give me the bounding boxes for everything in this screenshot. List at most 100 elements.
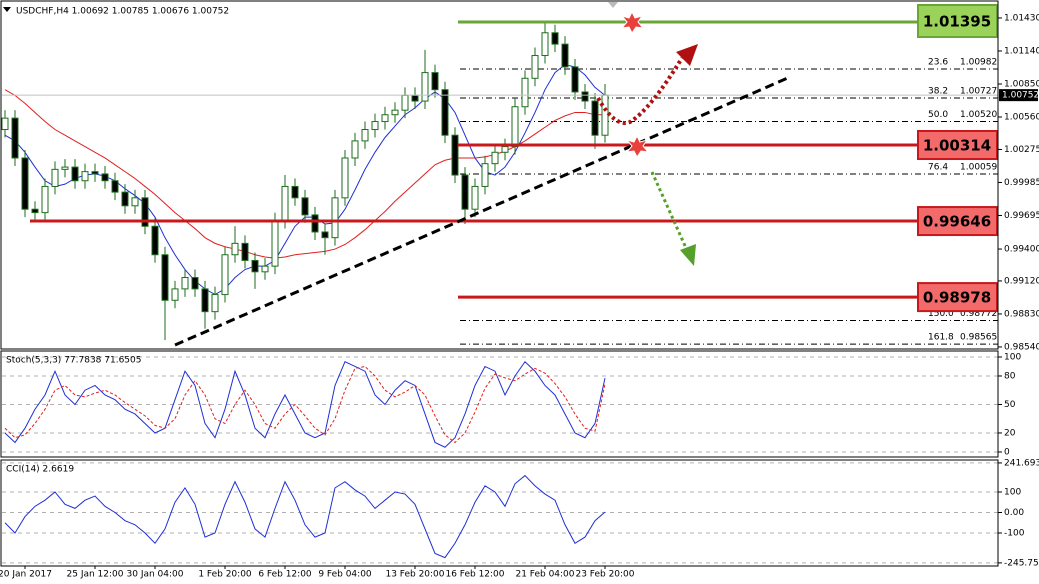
cci-title: CCI(14) 2.6619 xyxy=(6,465,74,475)
price-title: USDCHF,H4 1.00692 1.00785 1.00676 1.0075… xyxy=(16,7,229,17)
price-panel xyxy=(0,0,999,350)
candle-body xyxy=(151,225,159,256)
fib-price: 0.98565 xyxy=(960,333,997,343)
y-tick-label: 0.98830 xyxy=(1004,309,1039,319)
x-tick-label: 16 Feb 12:00 xyxy=(445,570,504,580)
y-tick-label: -245.7541 xyxy=(1004,558,1039,568)
candle-body xyxy=(341,157,349,199)
y-tick-label: 80 xyxy=(1004,371,1016,381)
candle-body xyxy=(121,191,129,207)
candle-body xyxy=(21,157,29,210)
y-tick-label: 100 xyxy=(1004,352,1021,362)
candle-body xyxy=(591,100,599,136)
candle-body xyxy=(581,91,589,102)
candle-body xyxy=(1,117,9,131)
fib-ratio: 23.6 xyxy=(928,57,948,67)
candle-body xyxy=(311,214,319,233)
candle-body xyxy=(541,32,549,57)
fib-ratio: 76.4 xyxy=(928,163,948,173)
candle-body xyxy=(221,254,229,296)
stoch-title: Stoch(5,3,3) 77.7838 71.6505 xyxy=(6,356,141,366)
candle-body xyxy=(601,94,609,136)
y-tick-label: 100 xyxy=(1004,487,1021,497)
level-label: 0.99646 xyxy=(923,213,991,231)
candle-body xyxy=(491,151,499,165)
candle-body xyxy=(391,109,399,116)
candle-body xyxy=(571,66,579,93)
candle-body xyxy=(371,121,379,131)
y-tick-label: 241.6939 xyxy=(1004,458,1039,468)
level-box xyxy=(917,282,998,313)
fib-ratio: 38.2 xyxy=(928,86,948,96)
candle-body xyxy=(291,185,299,199)
level-box xyxy=(917,130,998,161)
fib-ratio: 150.0 xyxy=(928,309,954,319)
y-tick-label: -100 xyxy=(1004,528,1025,538)
y-tick-label: 0.99120 xyxy=(1004,276,1039,286)
y-tick-label: 1.00850 xyxy=(1004,79,1039,89)
y-tick-label: 0 xyxy=(1004,447,1010,457)
fib-ratio: 50.0 xyxy=(928,110,948,120)
y-tick-label: 0.98540 xyxy=(1004,342,1039,352)
level-box xyxy=(917,4,998,38)
level-box xyxy=(917,206,998,237)
bearish-arrowhead xyxy=(680,244,696,266)
x-tick-label: 20 Jan 2017 xyxy=(0,570,52,580)
candle-body xyxy=(141,197,149,227)
level-label: 0.98978 xyxy=(923,289,991,307)
x-tick-label: 6 Feb 12:00 xyxy=(258,570,312,580)
y-tick-label: 0.99985 xyxy=(1004,178,1039,188)
candle-body xyxy=(161,254,169,301)
candle-body xyxy=(261,265,269,273)
fib-price: 1.00059 xyxy=(960,163,997,173)
candle-body xyxy=(531,55,539,79)
x-tick-label: 21 Feb 04:00 xyxy=(515,570,574,580)
x-tick-label: 23 Feb 20:00 xyxy=(575,570,634,580)
indicator-line xyxy=(4,360,606,448)
candle-body xyxy=(421,72,429,102)
candle-body xyxy=(61,166,69,170)
candle-body xyxy=(81,171,89,182)
candle-body xyxy=(51,168,59,187)
candle-body xyxy=(471,185,479,210)
y-tick-label: 0.99400 xyxy=(1004,245,1039,255)
candle-body xyxy=(501,146,509,153)
candle-body xyxy=(41,185,49,214)
candle-body xyxy=(181,277,189,290)
candle-body xyxy=(451,134,459,176)
candle-body xyxy=(211,294,219,313)
candle-body xyxy=(511,106,519,148)
candle-body xyxy=(461,174,469,210)
candle-body xyxy=(241,242,249,261)
candle-body xyxy=(331,197,339,239)
y-tick-label: 1.01430 xyxy=(1004,13,1039,23)
candle-body xyxy=(401,94,409,111)
y-tick-label: 0.00 xyxy=(1004,508,1024,518)
candle-body xyxy=(31,208,39,214)
candle-body xyxy=(71,166,79,182)
candle-body xyxy=(251,259,259,273)
level-label: 1.01395 xyxy=(923,13,991,31)
x-tick-label: 9 Feb 04:00 xyxy=(318,570,372,580)
bullish-arrowhead xyxy=(676,44,698,66)
fib-price: 1.00727 xyxy=(960,86,997,96)
candle-body xyxy=(561,43,569,68)
last-price-box xyxy=(999,89,1038,102)
candle-body xyxy=(411,94,419,102)
menu-marker xyxy=(3,7,11,12)
bullish-arrow xyxy=(596,56,684,125)
candle-body xyxy=(551,32,559,45)
candle-body xyxy=(301,197,309,216)
y-tick-label: 1.00560 xyxy=(1004,113,1039,123)
candle-body xyxy=(131,197,139,207)
breakout-marker xyxy=(625,134,650,158)
fib-ratio: 161.8 xyxy=(928,333,954,343)
candle-body xyxy=(111,180,119,193)
candle-body xyxy=(431,72,439,91)
candle-body xyxy=(271,220,279,267)
x-tick-label: 25 Jan 12:00 xyxy=(67,570,124,580)
y-tick-label: 20 xyxy=(1004,428,1016,438)
stoch-panel xyxy=(0,350,999,458)
